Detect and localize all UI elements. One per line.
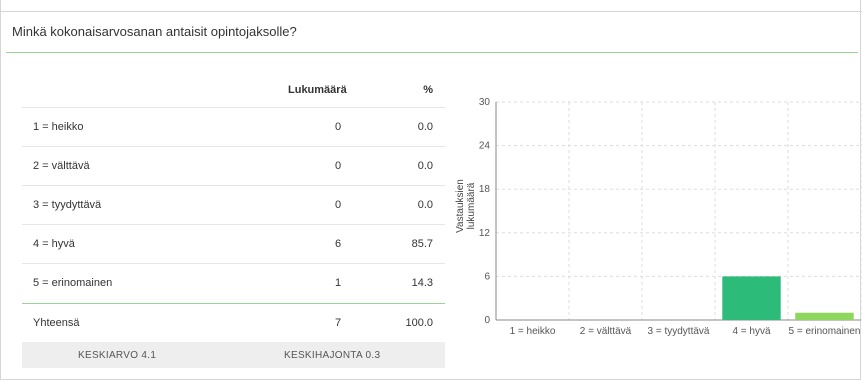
x-tick-label: 5 = erinomainen xyxy=(789,326,861,337)
total-percent: 100.0 xyxy=(405,317,433,329)
row-count: 0 xyxy=(334,121,342,133)
row-label: 3 = tyydyttävä xyxy=(33,199,102,211)
y-tick-label: 0 xyxy=(484,315,490,326)
y-tick-label: 18 xyxy=(479,184,491,195)
y-tick-label: 6 xyxy=(484,271,490,282)
title-divider xyxy=(6,52,858,53)
total-label: Yhteensä xyxy=(33,317,80,329)
header-percent: % xyxy=(423,84,433,96)
row-count: 6 xyxy=(334,238,342,250)
x-tick-label: 3 = tyydyttävä xyxy=(648,326,710,337)
total-row: Yhteensä 7 100.0 xyxy=(22,303,445,342)
row-count: 0 xyxy=(334,160,342,172)
table-row: 3 = tyydyttävä 0 0.0 xyxy=(22,185,445,224)
row-label: 4 = hyvä xyxy=(33,238,75,250)
table-row: 2 = välttävä 0 0.0 xyxy=(22,146,445,185)
row-label: 5 = erinomainen xyxy=(33,277,113,289)
bar xyxy=(722,276,781,320)
table-row: 5 = erinomainen 1 14.3 xyxy=(22,263,445,302)
card-top-border xyxy=(1,0,862,12)
row-percent: 0.0 xyxy=(417,121,433,133)
row-label: 2 = välttävä xyxy=(33,160,90,172)
row-label: 1 = heikko xyxy=(33,121,84,133)
table-row: 1 = heikko 0 0.0 xyxy=(22,107,445,146)
question-title: Minkä kokonaisarvosanan antaisit opintoj… xyxy=(12,24,297,39)
statistics-footer: KESKIARVO 4.1 KESKIHAJONTA 0.3 xyxy=(22,342,445,368)
y-tick-label: 12 xyxy=(479,228,491,239)
row-percent: 0.0 xyxy=(417,199,433,211)
row-count: 1 xyxy=(334,277,342,289)
x-tick-label: 2 = välttävä xyxy=(580,326,632,337)
chart-canvas: 0 6 12 18 24 30 1 = heikko 2 = välttävä 3 = tyyd… xyxy=(479,97,862,337)
y-tick-label: 30 xyxy=(479,97,491,108)
bar xyxy=(795,312,854,320)
y-tick-label: 24 xyxy=(479,141,491,152)
row-count: 0 xyxy=(334,199,342,211)
x-tick-label: 4 = hyvä xyxy=(732,326,771,337)
x-tick-label: 1 = heikko xyxy=(510,326,556,337)
stddev-value: KESKIHAJONTA 0.3 xyxy=(284,350,381,361)
header-count: Lukumäärä xyxy=(288,84,347,96)
bar-chart: Vastauksien lukumäärä 0 6 12 18 24 30 1 = heik… xyxy=(455,92,862,352)
row-percent: 14.3 xyxy=(411,277,433,289)
row-percent: 85.7 xyxy=(411,238,433,250)
total-count: 7 xyxy=(334,317,342,329)
table-row: 4 = hyvä 6 85.7 xyxy=(22,224,445,263)
row-percent: 0.0 xyxy=(417,160,433,172)
mean-value: KESKIARVO 4.1 xyxy=(78,350,157,361)
